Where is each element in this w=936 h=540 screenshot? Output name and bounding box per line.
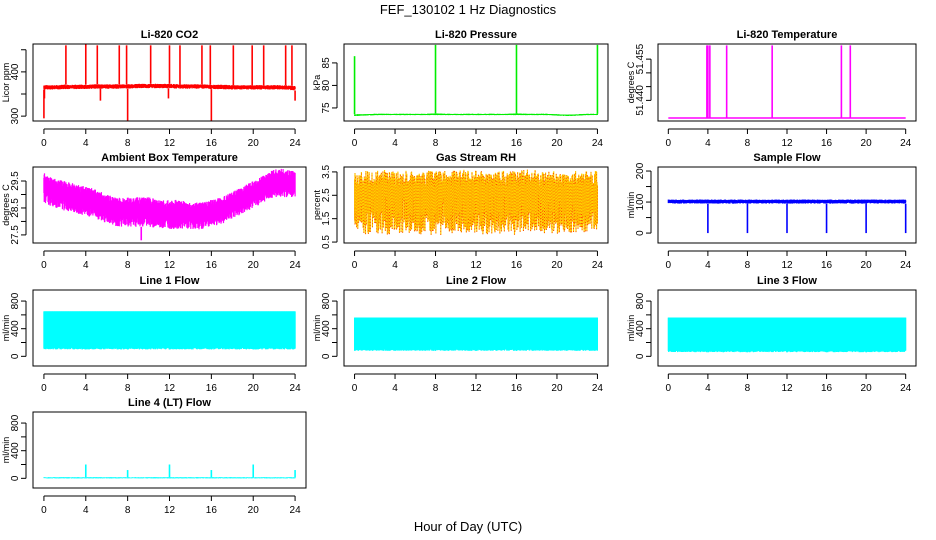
x-tick-label: 12 bbox=[781, 138, 793, 149]
x-tick-label: 16 bbox=[511, 260, 523, 271]
x-tick-label: 8 bbox=[125, 138, 131, 149]
panel-title: Li-820 CO2 bbox=[141, 29, 198, 41]
y-tick-label: 51.455 bbox=[635, 43, 646, 74]
y-tick-label: 51.440 bbox=[635, 85, 646, 116]
y-tick-label: 85 bbox=[321, 57, 332, 69]
x-tick-label: 16 bbox=[821, 138, 833, 149]
x-tick-label: 0 bbox=[352, 138, 358, 149]
x-tick-label: 4 bbox=[705, 138, 711, 149]
y-tick-label: 400 bbox=[10, 63, 21, 80]
y-axis-label: degrees C bbox=[626, 61, 636, 103]
plot-frame bbox=[32, 166, 307, 244]
x-tick-label: 8 bbox=[433, 138, 439, 149]
y-tick-label: 28.5 bbox=[10, 198, 21, 218]
x-tick-label: 0 bbox=[352, 260, 358, 271]
y-tick-label: 0.5 bbox=[321, 235, 332, 249]
x-tick-label: 24 bbox=[592, 138, 604, 149]
x-tick-label: 4 bbox=[392, 260, 398, 271]
x-tick-label: 8 bbox=[745, 138, 751, 149]
x-tick-label: 12 bbox=[470, 138, 482, 149]
y-axis: 51.440 51.455 bbox=[635, 43, 652, 116]
x-tick-label: 20 bbox=[861, 138, 873, 149]
x-tick-label: 8 bbox=[125, 260, 131, 271]
data-series bbox=[354, 169, 599, 235]
x-tick-label: 4 bbox=[83, 260, 89, 271]
y-tick-label: 29.5 bbox=[10, 171, 21, 191]
x-tick-label: 12 bbox=[164, 260, 176, 271]
y-axis-label: Licor ppm bbox=[1, 63, 11, 103]
x-tick-label: 20 bbox=[551, 138, 563, 149]
x-tick-label: 16 bbox=[206, 260, 218, 271]
x-tick-label: 24 bbox=[592, 260, 604, 271]
x-axis: 0 4 8 12 16 20 24 bbox=[41, 128, 302, 149]
panel-li-820-temperature: Li-820 Temperature 0 4 8 12 16 20 24 51.440 51.45… bbox=[626, 29, 917, 149]
panel-title: Li-820 Pressure bbox=[435, 29, 517, 41]
x-tick-label: 24 bbox=[290, 138, 302, 149]
data-series bbox=[353, 44, 599, 116]
x-tick-label: 24 bbox=[290, 260, 302, 271]
panel-gas-stream-rh: Gas Stream RH 0 4 8 12 16 20 24 0.5 1.5 2.5 3.5 perc… bbox=[312, 152, 609, 271]
y-axis-label: degrees C bbox=[1, 184, 11, 226]
y-tick-label: 2.5 bbox=[321, 188, 332, 202]
panel-title: Gas Stream RH bbox=[436, 152, 516, 164]
y-axis: 0.5 1.5 2.5 3.5 bbox=[321, 165, 338, 249]
data-series bbox=[667, 199, 907, 234]
x-axis: 0 4 8 12 16 20 24 bbox=[352, 128, 604, 149]
x-tick-label: 16 bbox=[511, 138, 523, 149]
panel-li-820-pressure: Li-820 Pressure 0 4 8 12 16 20 24 75 80 85 kPa bbox=[312, 29, 609, 149]
panel-title: Sample Flow bbox=[753, 152, 821, 164]
y-axis-label: kPa bbox=[312, 75, 322, 91]
x-axis: 0 4 8 12 16 20 24 bbox=[352, 250, 604, 271]
y-tick-label: 3.5 bbox=[321, 165, 332, 179]
x-axis: 0 4 8 12 16 20 24 bbox=[666, 128, 912, 149]
plot-frame bbox=[657, 43, 917, 122]
figure-title: FEF_130102 1 Hz Diagnostics bbox=[380, 2, 557, 17]
x-tick-label: 0 bbox=[666, 138, 672, 149]
y-tick-label: 75 bbox=[321, 102, 332, 114]
y-tick-label: 27.5 bbox=[10, 225, 21, 245]
x-tick-label: 12 bbox=[470, 260, 482, 271]
y-axis: 27.5 28.5 29.5 bbox=[10, 171, 27, 245]
x-tick-label: 16 bbox=[206, 138, 218, 149]
x-tick-label: 20 bbox=[248, 260, 260, 271]
y-tick-label: 300 bbox=[10, 107, 21, 124]
data-series bbox=[668, 45, 906, 119]
y-axis-label: percent bbox=[312, 189, 322, 220]
x-tick-label: 20 bbox=[248, 138, 260, 149]
y-tick-label: 1.5 bbox=[321, 211, 332, 225]
x-tick-label: 0 bbox=[41, 138, 47, 149]
y-axis: 300 400 bbox=[10, 49, 27, 124]
data-series bbox=[43, 168, 296, 241]
y-tick-label: 80 bbox=[321, 79, 332, 91]
x-tick-label: 8 bbox=[433, 260, 439, 271]
x-tick-label: 4 bbox=[83, 138, 89, 149]
x-tick-label: 0 bbox=[41, 260, 47, 271]
x-tick-label: 20 bbox=[551, 260, 563, 271]
x-axis-label: Hour of Day (UTC) bbox=[414, 519, 522, 534]
plot-frame bbox=[343, 43, 609, 122]
plot-frame bbox=[32, 43, 307, 122]
panel-title: Ambient Box Temperature bbox=[101, 152, 238, 164]
panel-title: Li-820 Temperature bbox=[737, 29, 838, 41]
panel-ambient-box-temperature: Ambient Box Temperature 0 4 8 12 16 20 24 27.5 28… bbox=[1, 152, 307, 271]
y-axis: 75 80 85 bbox=[321, 57, 338, 114]
plot-frame bbox=[343, 166, 609, 244]
x-tick-label: 24 bbox=[900, 138, 912, 149]
x-axis: 0 4 8 12 16 20 24 bbox=[41, 250, 302, 271]
x-tick-label: 4 bbox=[392, 138, 398, 149]
x-tick-label: 12 bbox=[164, 138, 176, 149]
data-series bbox=[43, 44, 296, 122]
